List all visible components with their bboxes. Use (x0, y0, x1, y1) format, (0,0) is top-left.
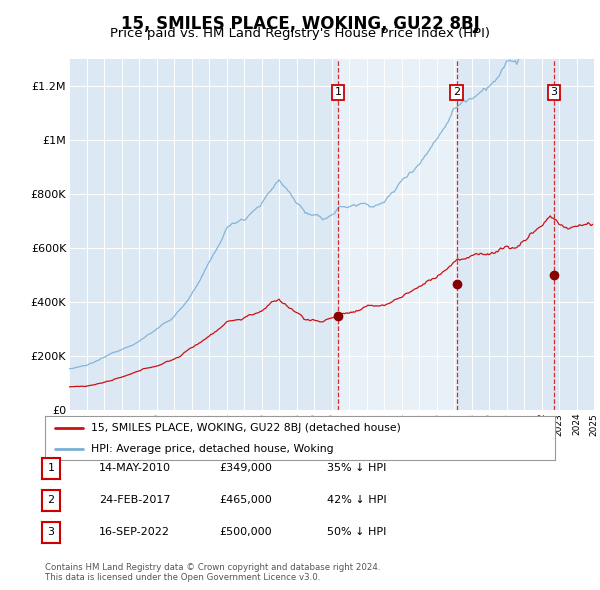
Text: Contains HM Land Registry data © Crown copyright and database right 2024.
This d: Contains HM Land Registry data © Crown c… (45, 563, 380, 582)
Text: 35% ↓ HPI: 35% ↓ HPI (327, 463, 386, 473)
Text: 1: 1 (334, 87, 341, 97)
Text: Price paid vs. HM Land Registry's House Price Index (HPI): Price paid vs. HM Land Registry's House … (110, 27, 490, 40)
Text: HPI: Average price, detached house, Woking: HPI: Average price, detached house, Woki… (91, 444, 334, 454)
Text: 1: 1 (47, 464, 55, 473)
Text: 24-FEB-2017: 24-FEB-2017 (99, 495, 170, 504)
Bar (338, 59, 457, 410)
Text: 3: 3 (550, 87, 557, 97)
Text: 2: 2 (453, 87, 460, 97)
Text: £349,000: £349,000 (219, 463, 272, 473)
Text: 14-MAY-2010: 14-MAY-2010 (99, 463, 171, 473)
Text: 50% ↓ HPI: 50% ↓ HPI (327, 527, 386, 536)
Text: 15, SMILES PLACE, WOKING, GU22 8BJ (detached house): 15, SMILES PLACE, WOKING, GU22 8BJ (deta… (91, 424, 401, 433)
Text: 2: 2 (47, 496, 55, 505)
Text: 42% ↓ HPI: 42% ↓ HPI (327, 495, 386, 504)
Text: £500,000: £500,000 (219, 527, 272, 536)
Text: 15, SMILES PLACE, WOKING, GU22 8BJ: 15, SMILES PLACE, WOKING, GU22 8BJ (121, 15, 479, 33)
Text: £465,000: £465,000 (219, 495, 272, 504)
Text: 16-SEP-2022: 16-SEP-2022 (99, 527, 170, 536)
Text: 3: 3 (47, 527, 55, 537)
